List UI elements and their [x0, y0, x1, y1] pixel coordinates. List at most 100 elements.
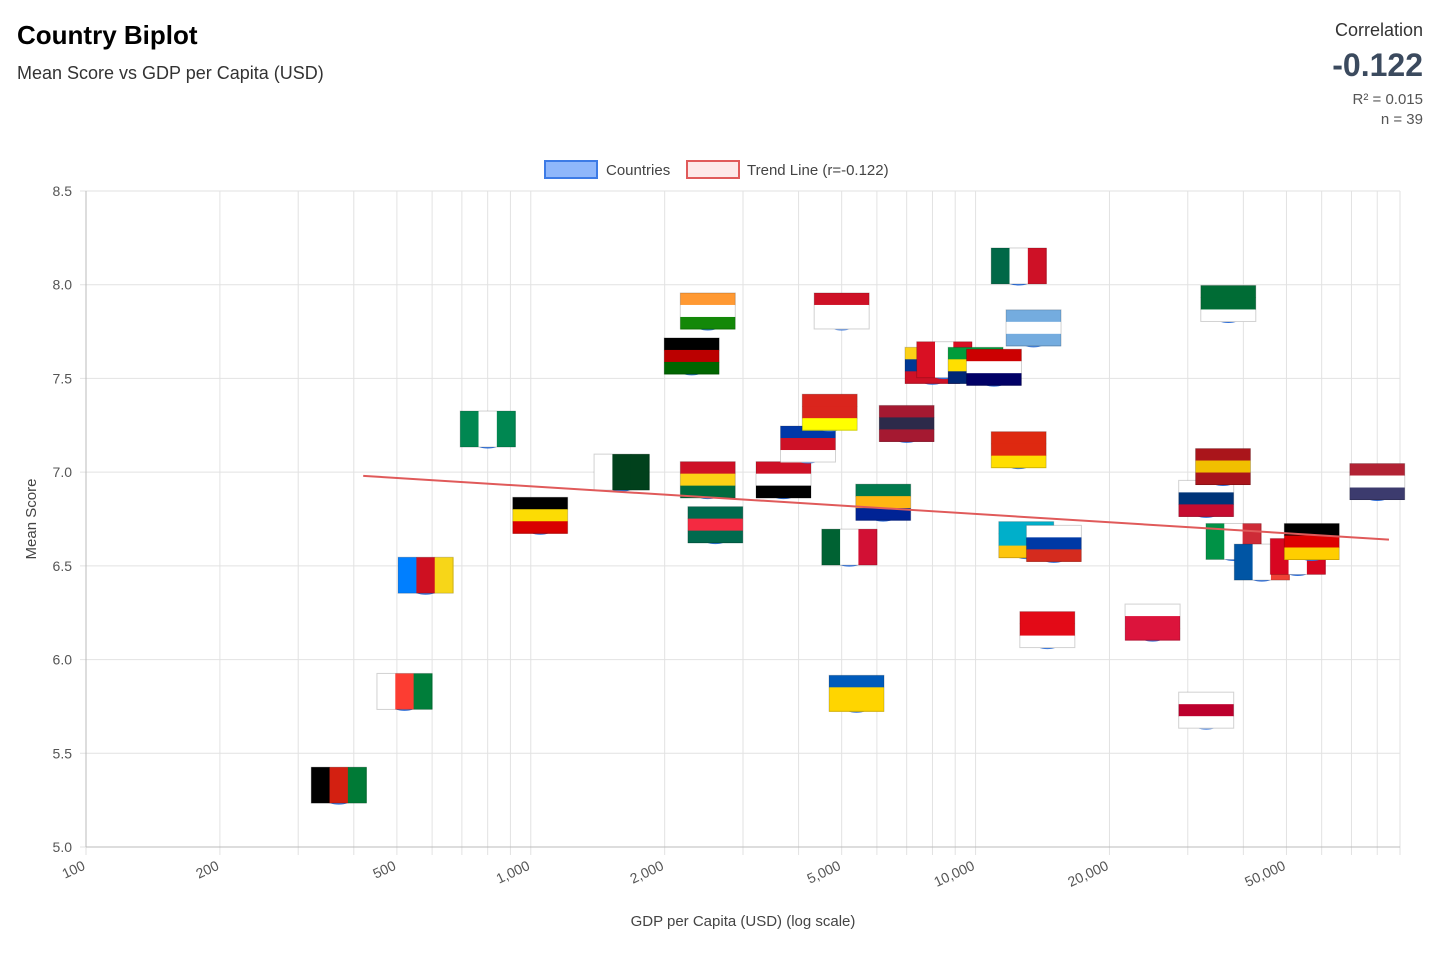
flag-stripe — [512, 521, 568, 534]
data-point — [990, 431, 1047, 470]
flag-outline — [1195, 448, 1252, 486]
flag-marker — [397, 556, 454, 594]
flag-stripe — [814, 316, 870, 330]
flag-stripe — [1178, 704, 1234, 717]
flag-outline — [1025, 524, 1082, 562]
x-tick-label: 2,000 — [627, 857, 666, 886]
trend-line — [363, 474, 1390, 541]
flag-stripe — [664, 361, 720, 375]
flag-stripe — [1026, 525, 1082, 538]
flag-stripe — [1026, 537, 1082, 550]
flag-stripe — [802, 418, 858, 431]
y-tick-label: 6.5 — [53, 558, 73, 574]
correlation-panel: Correlation -0.122 R² = 0.015 n = 39 — [1332, 20, 1423, 130]
flag-stripe — [416, 557, 436, 594]
flag-marker — [965, 348, 1022, 386]
data-points — [310, 247, 1406, 805]
flag-stripe — [680, 461, 736, 475]
flag-stripe — [478, 411, 498, 448]
flag-outline — [1283, 522, 1340, 560]
data-point — [397, 556, 454, 595]
flag-stripe — [1252, 544, 1272, 581]
x-tick-label: 500 — [370, 857, 398, 881]
flag-marker — [1025, 524, 1082, 562]
flag-stripe — [1178, 716, 1234, 729]
flag-stripe — [829, 699, 885, 712]
flag-stripe — [1195, 460, 1251, 474]
data-point — [310, 766, 367, 805]
flag-outline — [1205, 522, 1262, 560]
x-axis-title: GDP per Capita (USD) (log scale) — [631, 913, 856, 930]
flag-stripe — [1125, 604, 1181, 617]
x-tick-label: 10,000 — [931, 857, 977, 890]
flag-outline — [679, 292, 736, 330]
flag-stripe — [855, 508, 911, 521]
flag-stripe — [1200, 309, 1256, 322]
flag-stripe — [1019, 623, 1075, 637]
legend-swatch — [544, 160, 598, 179]
x-tick-label: 20,000 — [1065, 857, 1111, 890]
y-tick-label: 5.5 — [53, 745, 73, 761]
flag-stripe — [855, 484, 911, 497]
legend: Countries Trend Line (r=-0.122) — [544, 160, 889, 179]
legend-swatch — [686, 160, 740, 179]
flag-stripe — [1026, 549, 1082, 562]
data-point — [801, 393, 858, 432]
flag-stripe — [594, 454, 613, 491]
y-tick-label: 6.0 — [53, 652, 73, 668]
flag-stripe — [398, 557, 417, 594]
data-point — [679, 292, 736, 331]
flag-marker — [310, 766, 367, 804]
flag-stripe — [687, 506, 743, 520]
flag-marker — [1005, 309, 1062, 347]
flag-stripe — [1125, 628, 1181, 641]
flag-marker — [1124, 603, 1181, 641]
data-point — [755, 461, 812, 500]
flag-marker — [1178, 691, 1235, 729]
flag-outline — [459, 410, 516, 448]
flag-stripe — [1009, 247, 1029, 284]
x-tick-label: 1,000 — [494, 857, 533, 886]
x-tick-label: 50,000 — [1242, 857, 1288, 890]
data-point — [679, 461, 736, 500]
flag-outline — [512, 496, 569, 534]
flag-marker — [1019, 611, 1076, 649]
flag-marker — [376, 672, 433, 710]
flag-outline — [593, 453, 650, 491]
flag-stripe — [821, 529, 841, 566]
flag-outline — [965, 348, 1022, 386]
flag-stripe — [966, 361, 1022, 374]
flag-stripe — [879, 405, 935, 418]
x-tick-label: 200 — [193, 857, 221, 881]
flag-stripe — [1205, 523, 1225, 560]
flag-stripe — [991, 455, 1047, 469]
y-tick-label: 7.0 — [53, 464, 73, 480]
data-point — [1283, 522, 1340, 561]
flag-marker — [593, 453, 650, 491]
y-axis-title: Mean Score — [23, 479, 40, 560]
data-point — [663, 337, 720, 376]
flag-marker — [687, 506, 744, 544]
flag-outline — [1349, 463, 1406, 501]
correlation-label: Correlation — [1334, 20, 1423, 40]
chart-title: Country Biplot — [17, 20, 198, 50]
flag-stripe — [376, 673, 396, 710]
flag-outline — [687, 506, 744, 544]
flag-outline — [821, 528, 878, 566]
flag-stripe — [802, 394, 858, 407]
flag-outline — [855, 483, 912, 521]
flag-stripe — [1178, 692, 1234, 705]
data-point — [687, 506, 744, 545]
data-point — [1005, 309, 1062, 348]
data-point — [828, 674, 885, 713]
flag-stripe — [814, 292, 870, 306]
flag-marker — [1283, 522, 1340, 560]
flag-stripe — [311, 767, 331, 804]
legend-item-trend: Trend Line (r=-0.122) — [686, 160, 889, 179]
flag-stripe — [1200, 285, 1256, 298]
legend-label: Countries — [606, 162, 670, 179]
flag-stripe — [756, 461, 812, 475]
flag-outline — [1200, 284, 1257, 322]
flag-stripe — [1284, 547, 1340, 560]
flag-stripe — [680, 473, 736, 487]
